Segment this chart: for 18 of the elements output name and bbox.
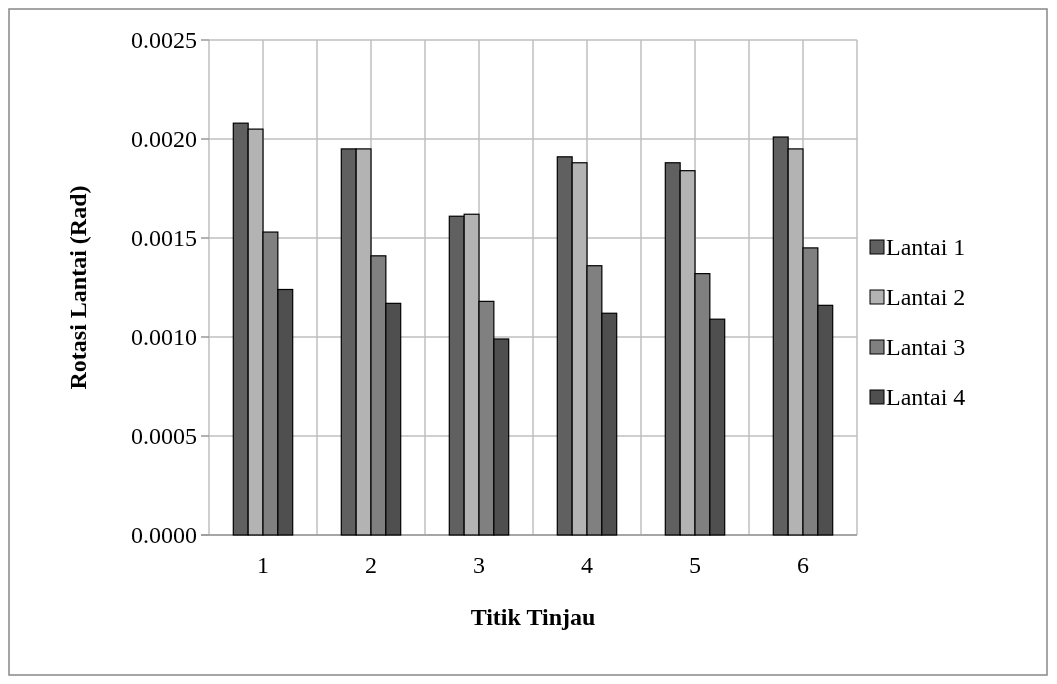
y-tick-label: 0.0005 — [131, 423, 197, 450]
x-tick-label: 6 — [797, 552, 809, 579]
legend-label: Lantai 2 — [886, 284, 966, 311]
x-tick-label: 5 — [689, 552, 701, 579]
y-axis-title: Rotasi Lantai (Rad) — [65, 185, 91, 390]
x-axis-title: Titik Tinjau — [470, 604, 596, 630]
x-tick-label: 2 — [365, 552, 377, 579]
y-tick-label: 0.0000 — [131, 522, 197, 549]
y-tick-label: 0.0020 — [131, 126, 197, 153]
legend-label: Lantai 3 — [886, 334, 966, 361]
legend-label: Lantai 4 — [886, 384, 966, 411]
y-tick-label: 0.0025 — [131, 27, 197, 54]
y-tick-label: 0.0015 — [131, 225, 197, 252]
x-tick-label: 4 — [581, 552, 593, 579]
y-tick-label: 0.0010 — [131, 324, 197, 351]
x-tick-label: 3 — [473, 552, 485, 579]
x-tick-label: 1 — [257, 552, 269, 579]
legend-label: Lantai 1 — [886, 234, 966, 261]
